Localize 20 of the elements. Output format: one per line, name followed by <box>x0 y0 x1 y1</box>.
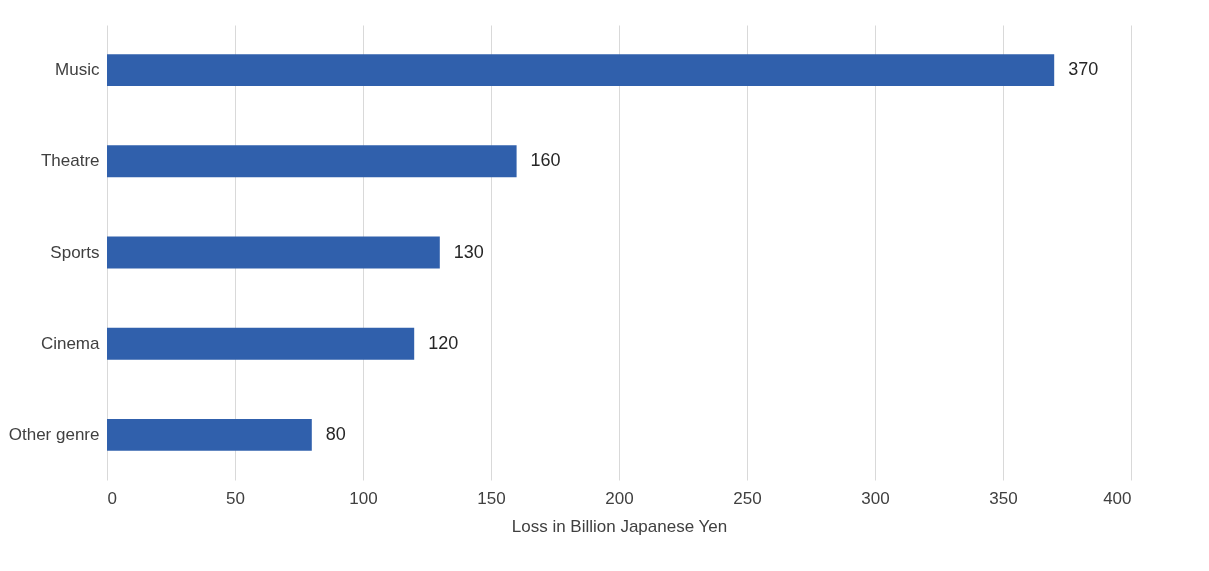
data-label: 370 <box>1068 59 1099 80</box>
x-tick-label: 50 <box>226 488 245 508</box>
x-tick-label: 350 <box>989 488 1018 508</box>
x-tick-label: 250 <box>733 488 762 508</box>
data-label: 80 <box>325 423 346 444</box>
x-tick-label: 400 <box>1103 488 1132 508</box>
y-tick-label: Cinema <box>40 333 101 353</box>
y-tick-label: Other genre <box>8 424 100 444</box>
data-label: 120 <box>428 332 459 353</box>
x-tick-label: 0 <box>107 488 117 508</box>
x-tick-label: 100 <box>349 488 378 508</box>
data-label: 160 <box>530 150 561 171</box>
y-tick-label: Sports <box>50 242 100 262</box>
data-label: 130 <box>453 241 484 262</box>
x-tick-label: 150 <box>477 488 506 508</box>
x-axis-title: Loss in Billion Japanese Yen <box>511 516 728 536</box>
x-tick-label: 200 <box>605 488 634 508</box>
y-tick-label: Music <box>55 60 100 80</box>
y-tick-label: Theatre <box>40 151 100 171</box>
x-tick-label: 300 <box>861 488 890 508</box>
